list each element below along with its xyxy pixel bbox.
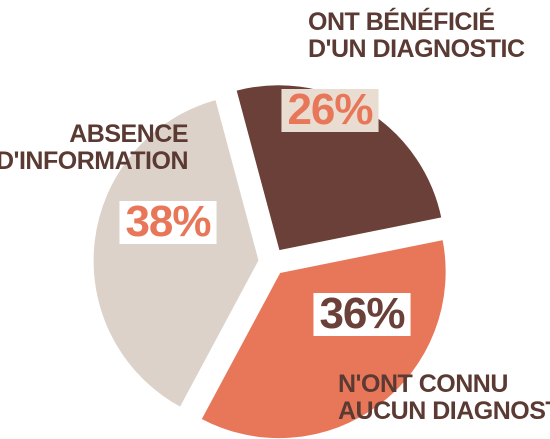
slice-label-line: N'ONT CONNU — [338, 370, 508, 398]
slice-label-line: ONT BÉNÉFICIÉ — [308, 7, 495, 36]
slice-label-line: D'INFORMATION — [0, 147, 188, 175]
slice-label-line: AUCUN DIAGNOSTIC — [338, 397, 550, 425]
slice-label-line: ABSENCE — [69, 120, 188, 148]
value-label-group: 38% — [119, 197, 216, 246]
value-label-group: 36% — [313, 289, 410, 338]
value-label: 26% — [287, 85, 372, 134]
slice-label-line: D'UN DIAGNOSTIC — [308, 35, 525, 63]
value-label: 38% — [125, 197, 210, 246]
value-label-group: 26% — [281, 85, 378, 134]
value-label: 36% — [319, 289, 404, 338]
chart: ONT BÉNÉFICIÉD'UN DIAGNOSTICN'ONT CONNUA… — [0, 0, 550, 439]
